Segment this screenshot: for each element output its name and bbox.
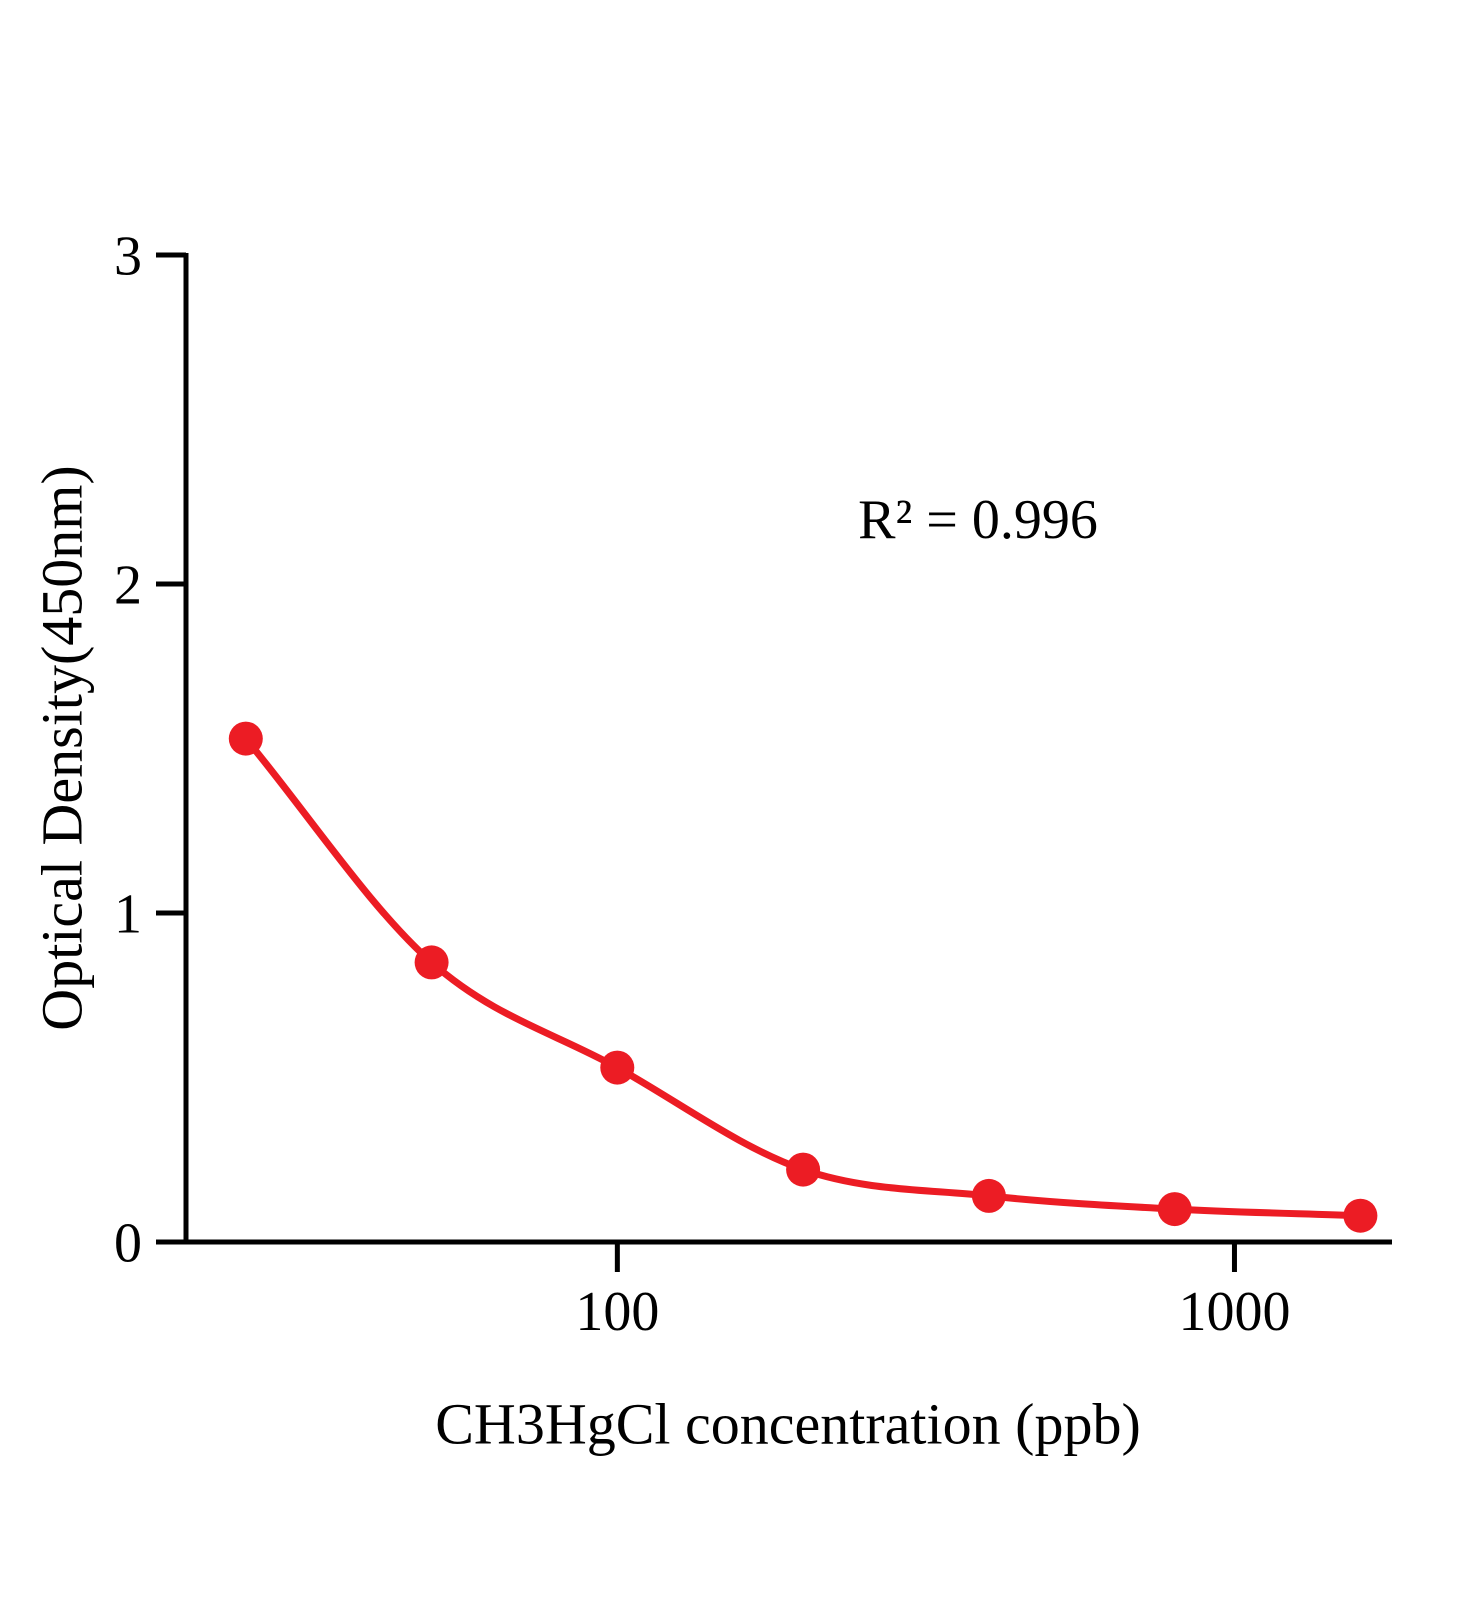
x-tick-label: 1000 (1178, 1281, 1290, 1343)
data-point (414, 945, 449, 980)
x-tick-label: 100 (575, 1281, 659, 1343)
data-point (786, 1152, 821, 1187)
y-tick-label: 0 (114, 1213, 142, 1275)
data-point (600, 1050, 635, 1085)
data-point (228, 721, 263, 756)
y-tick-label: 2 (114, 555, 142, 617)
y-axis-title: Optical Density(450nm) (29, 465, 95, 1031)
y-tick-label: 3 (114, 226, 142, 288)
x-axis-title: CH3HgCl concentration (ppb) (435, 1391, 1141, 1457)
data-point (971, 1178, 1006, 1213)
data-point (1157, 1192, 1192, 1227)
data-point (1343, 1198, 1378, 1233)
fit-curve (242, 735, 1364, 1220)
r-squared-annotation: R² = 0.996 (858, 489, 1098, 551)
y-tick-label: 1 (114, 884, 142, 946)
